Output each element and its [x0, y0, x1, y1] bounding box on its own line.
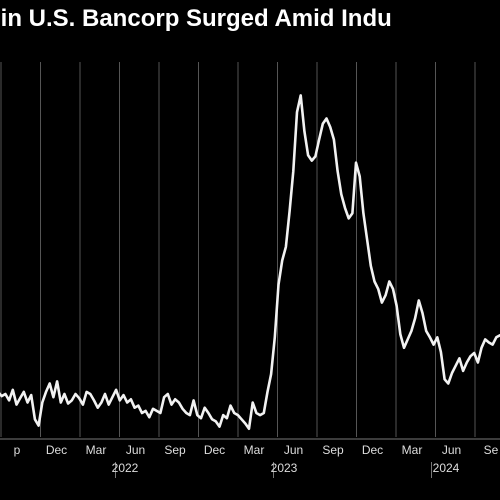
x-tick-label: Sep — [164, 443, 186, 457]
x-tick-label: Sep — [322, 443, 344, 457]
x-tick-label: Jun — [126, 443, 145, 457]
year-label: 2022 — [112, 461, 139, 475]
x-tick-label: Dec — [204, 443, 225, 457]
x-tick-label: Dec — [46, 443, 67, 457]
x-tick-label: Jun — [284, 443, 303, 457]
x-tick-label: p — [14, 443, 21, 457]
x-tick-label: Se — [484, 443, 499, 457]
series-line — [0, 94, 500, 430]
x-tick-label: Jun — [442, 443, 461, 457]
chart-title: t in U.S. Bancorp Surged Amid Indu — [0, 5, 392, 32]
x-tick-label: Mar — [402, 443, 423, 457]
x-tick-label: Mar — [244, 443, 265, 457]
year-label: 2023 — [271, 461, 298, 475]
x-tick-label: Mar — [86, 443, 107, 457]
x-tick-label: Dec — [362, 443, 383, 457]
year-label: 2024 — [433, 461, 460, 475]
